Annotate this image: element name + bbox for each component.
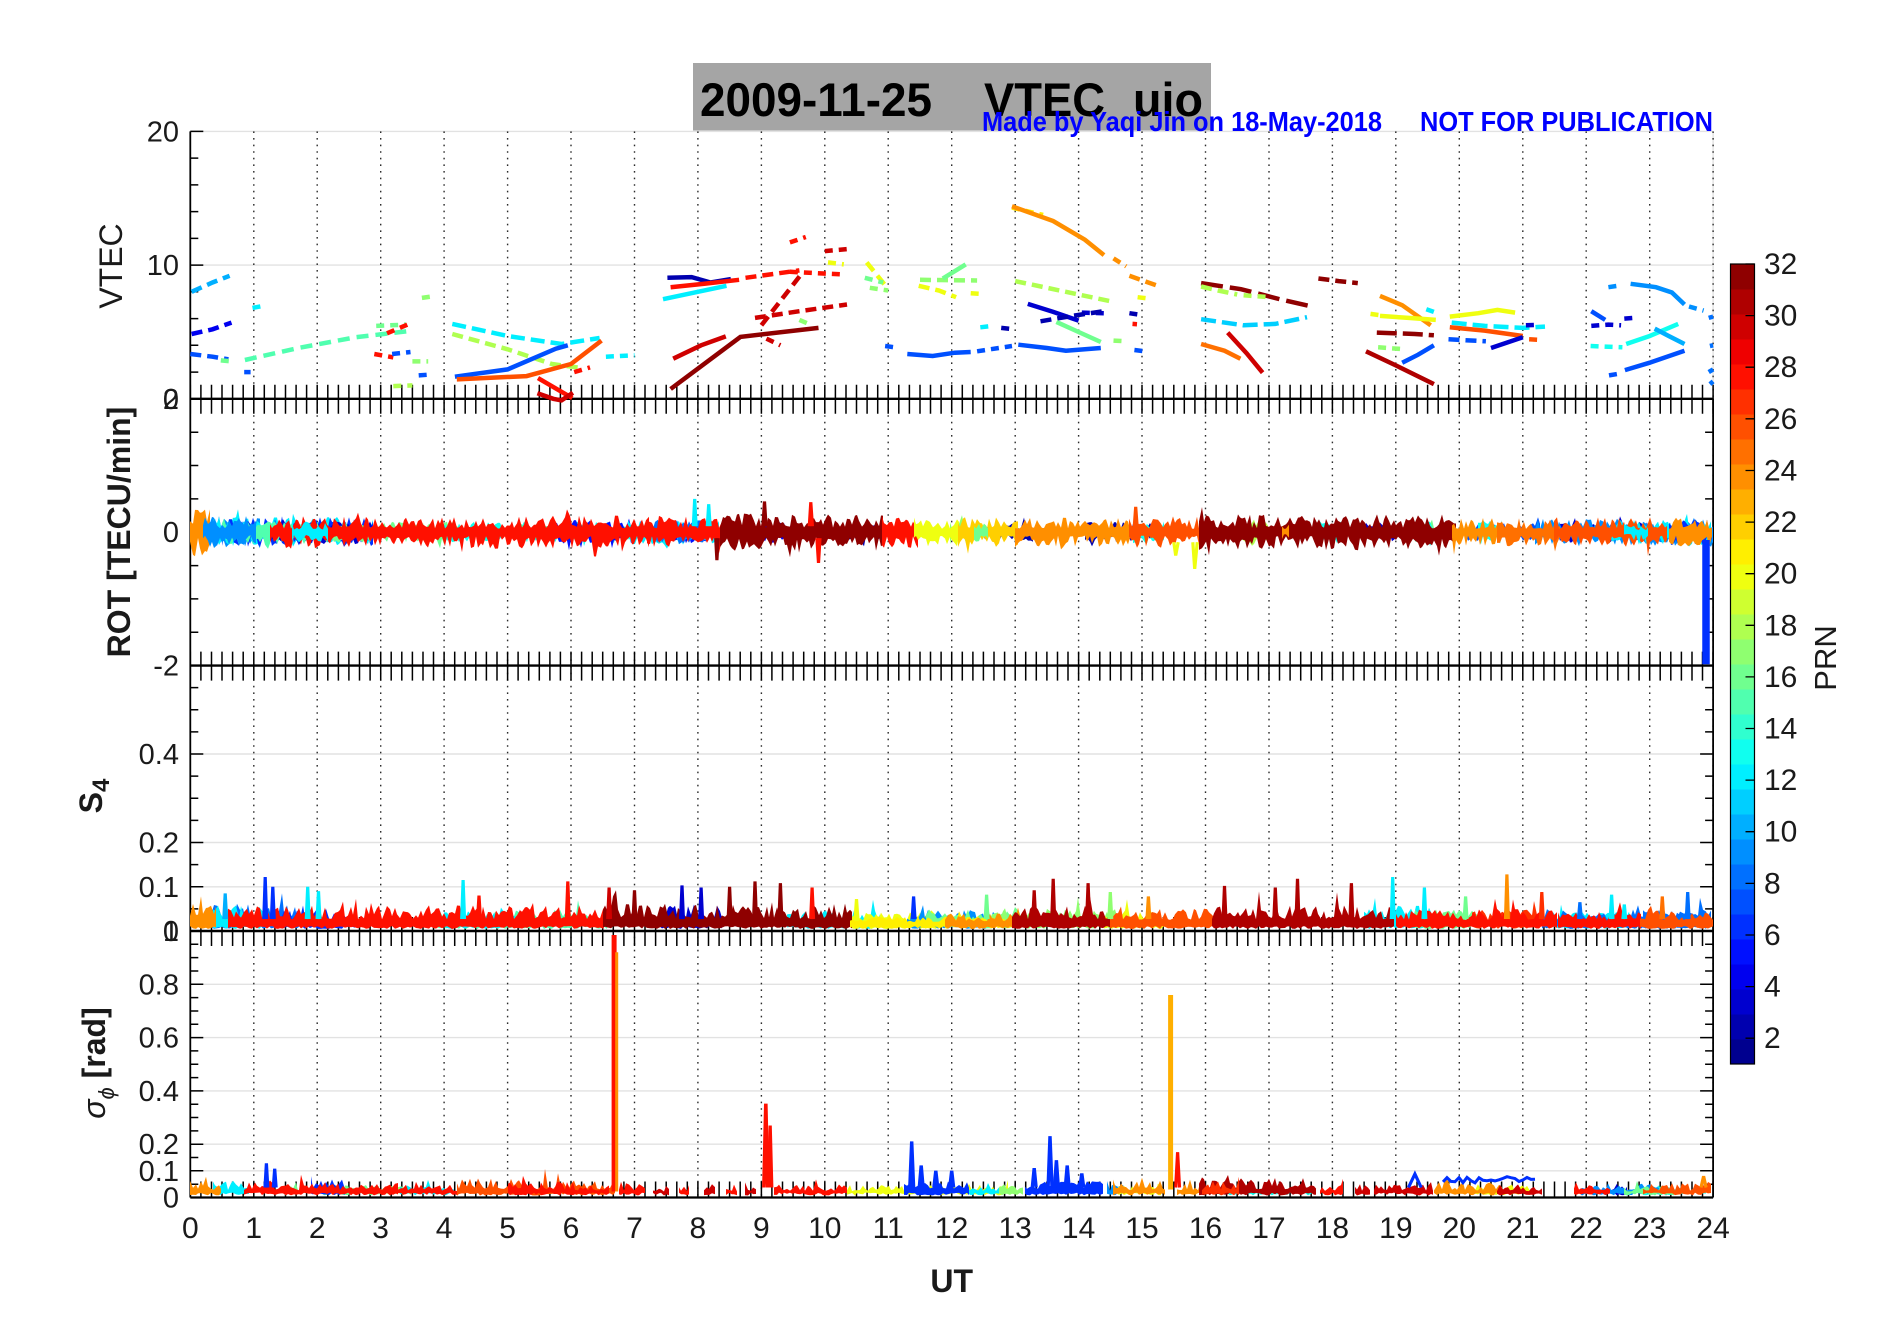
svg-text:0.8: 0.8: [139, 969, 179, 1001]
svg-text:28: 28: [1764, 351, 1797, 384]
svg-text:12: 12: [1764, 764, 1797, 797]
svg-text:NOT FOR PUBLICATION: NOT FOR PUBLICATION: [1420, 106, 1713, 137]
svg-text:Made by Yaqi Jin on 18-May-201: Made by Yaqi Jin on 18-May-2018: [982, 106, 1382, 137]
svg-text:σϕ [rad]: σϕ [rad]: [76, 1007, 119, 1119]
svg-text:0.6: 0.6: [139, 1023, 179, 1055]
svg-text:6: 6: [563, 1212, 580, 1245]
svg-text:16: 16: [1189, 1212, 1222, 1245]
svg-text:VTEC: VTEC: [93, 223, 129, 308]
svg-text:2: 2: [1764, 1022, 1781, 1055]
svg-text:24: 24: [1696, 1212, 1729, 1245]
svg-text:20: 20: [1443, 1212, 1476, 1245]
svg-text:22: 22: [1764, 506, 1797, 539]
svg-text:1: 1: [245, 1212, 262, 1245]
svg-text:22: 22: [1570, 1212, 1603, 1245]
svg-text:5: 5: [499, 1212, 516, 1245]
svg-text:20: 20: [1764, 558, 1797, 591]
svg-text:0: 0: [163, 517, 179, 549]
svg-text:14: 14: [1764, 713, 1797, 746]
svg-text:-2: -2: [153, 651, 179, 683]
svg-text:30: 30: [1764, 300, 1797, 333]
svg-text:21: 21: [1506, 1212, 1539, 1245]
svg-text:3: 3: [372, 1212, 389, 1245]
svg-text:4: 4: [436, 1212, 453, 1245]
svg-text:16: 16: [1764, 661, 1797, 694]
svg-text:10: 10: [147, 250, 179, 282]
svg-text:0.2: 0.2: [139, 828, 179, 860]
svg-text:18: 18: [1764, 609, 1797, 642]
svg-text:12: 12: [935, 1212, 968, 1245]
svg-text:0.4: 0.4: [139, 1076, 179, 1108]
svg-text:7: 7: [626, 1212, 643, 1245]
svg-text:26: 26: [1764, 403, 1797, 436]
svg-text:24: 24: [1764, 454, 1797, 487]
svg-text:2: 2: [163, 384, 179, 416]
svg-text:0.1: 0.1: [139, 1156, 179, 1188]
svg-text:ROT [TECU/min]: ROT [TECU/min]: [101, 407, 137, 658]
svg-text:6: 6: [1764, 919, 1781, 952]
svg-text:VTEC: VTEC: [984, 73, 1105, 126]
svg-text:uio: uio: [1133, 73, 1203, 126]
svg-text:4: 4: [1764, 971, 1781, 1004]
svg-text:PRN: PRN: [1808, 625, 1843, 690]
svg-text:19: 19: [1379, 1212, 1412, 1245]
svg-text:0.2: 0.2: [139, 1129, 179, 1161]
svg-text:UT: UT: [930, 1263, 973, 1299]
svg-text:13: 13: [998, 1212, 1031, 1245]
svg-text:8: 8: [1764, 867, 1781, 900]
svg-text:2009-11-25: 2009-11-25: [700, 73, 932, 126]
svg-text:2: 2: [309, 1212, 326, 1245]
svg-text:18: 18: [1316, 1212, 1349, 1245]
svg-text:10: 10: [1764, 816, 1797, 849]
svg-text:23: 23: [1633, 1212, 1666, 1245]
svg-text:8: 8: [690, 1212, 707, 1245]
svg-text:17: 17: [1252, 1212, 1285, 1245]
svg-text:11: 11: [873, 1212, 904, 1245]
svg-text:0: 0: [163, 916, 179, 948]
svg-text:14: 14: [1062, 1212, 1095, 1245]
svg-text:0: 0: [163, 384, 179, 416]
svg-text:10: 10: [808, 1212, 841, 1245]
svg-text:32: 32: [1764, 248, 1797, 281]
svg-text:0: 0: [182, 1212, 199, 1245]
svg-text:15: 15: [1125, 1212, 1158, 1245]
svg-text:0.4: 0.4: [139, 739, 179, 771]
svg-text:20: 20: [147, 116, 179, 148]
svg-text:0: 0: [163, 1183, 179, 1215]
svg-text:9: 9: [753, 1212, 770, 1245]
svg-text:0.1: 0.1: [139, 872, 179, 904]
svg-text:1: 1: [163, 916, 179, 948]
